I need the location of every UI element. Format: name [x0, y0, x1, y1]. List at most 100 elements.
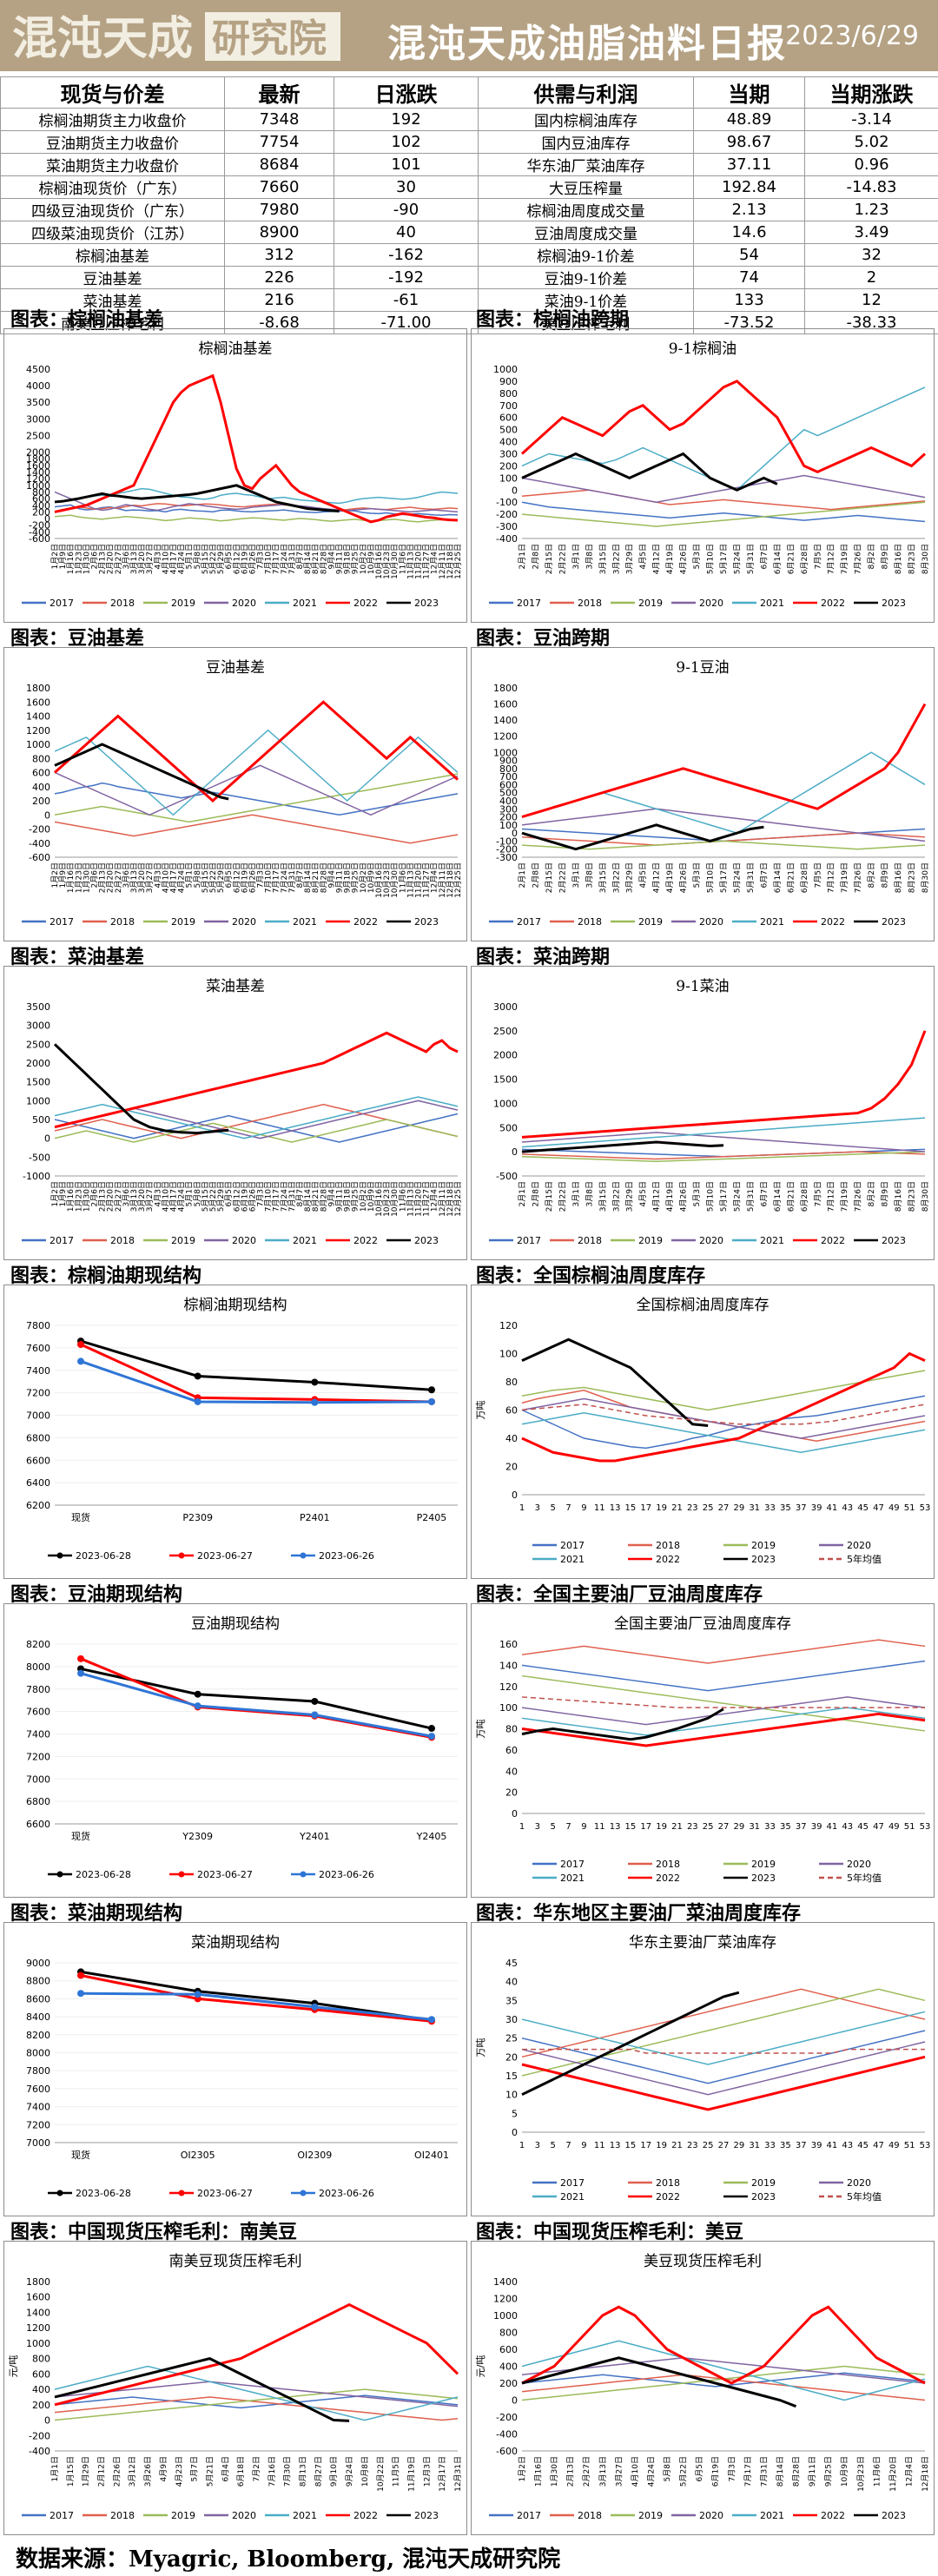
- table-cell: 7980: [224, 198, 334, 221]
- y-tick-label: 1500: [493, 1074, 518, 1086]
- x-tick-label: 7月31日: [287, 1181, 297, 1212]
- y-tick-label: 20: [505, 1787, 518, 1799]
- x-tick-label: 3月26日: [143, 2456, 153, 2487]
- legend-entry: 2019: [638, 2510, 663, 2521]
- series-line: [521, 1140, 724, 1153]
- x-tick-label: 3月20日: [137, 544, 147, 574]
- y-tick-label: 100: [499, 1349, 518, 1360]
- y-tick-label: 6200: [26, 1500, 50, 1511]
- x-tick-label: 6月26日: [248, 544, 257, 574]
- chart-section-title: 图表：中国现货压榨毛利：美豆: [476, 2221, 744, 2243]
- x-tick-label: 10月2日: [359, 544, 368, 574]
- table-cell: 98.67: [693, 130, 805, 154]
- x-tick-label: 7月3日: [256, 862, 266, 888]
- x-tick-label: 6月26日: [248, 1181, 257, 1212]
- series-line: [521, 1351, 926, 1463]
- y-tick-label: 1200: [493, 731, 518, 743]
- y-tick-label: 200: [32, 2400, 50, 2411]
- x-tick-label: 11: [594, 2141, 605, 2150]
- header-banner: 混沌天成 研究院 混沌天成油脂油料日报 2023/6/29: [0, 0, 938, 71]
- series-line: [521, 1707, 926, 1736]
- chart-svg: 菜油基差 -1000 -500 0 500 1000 1500 2000 2500 3000 350…: [22, 978, 463, 1246]
- series-line: [521, 501, 926, 523]
- x-tick-label: 6月14日: [773, 1181, 783, 1212]
- x-tick-label: 3月29日: [625, 862, 635, 893]
- legend-entry: 2021: [560, 1873, 585, 1884]
- y-tick-label: 1200: [26, 725, 50, 736]
- x-tick-label: 1: [519, 1822, 525, 1832]
- x-tick-label: 1月23日: [74, 1181, 83, 1212]
- x-tick-label: OI2305: [181, 2150, 215, 2161]
- series-line: [54, 484, 340, 513]
- series-line: [54, 1100, 459, 1139]
- x-tick-label: 4月26日: [679, 862, 689, 893]
- x-tick-label: 6月26日: [248, 862, 257, 893]
- x-tick-label: 25: [703, 1503, 714, 1513]
- x-tick-label: 5月1日: [185, 862, 195, 888]
- x-tick-label: 9月25日: [351, 862, 360, 893]
- x-tick-label: 9月4日: [327, 1181, 336, 1206]
- data-point: [194, 1702, 201, 1710]
- x-tick-label: 8月13日: [299, 2456, 308, 2487]
- x-tick-label: 8月23日: [908, 544, 917, 574]
- x-tick-label: 8月9日: [881, 544, 890, 569]
- y-tick-label: -200: [29, 520, 50, 532]
- series-line: [80, 1672, 433, 1738]
- x-tick-label: 2月13日: [98, 862, 108, 893]
- x-tick-label: 27: [718, 1822, 730, 1832]
- y-tick-label: -400: [29, 2446, 50, 2457]
- x-tick-label: 2月13日: [98, 544, 108, 574]
- table-cell: 5.02: [804, 130, 938, 154]
- x-tick-label: 29: [733, 1503, 744, 1513]
- x-tick-label: 5月24日: [732, 544, 742, 574]
- legend-entry: 2019: [751, 2177, 776, 2189]
- data-point: [77, 1990, 84, 1998]
- x-tick-label: 23: [687, 1822, 698, 1832]
- y-tick-label: 500: [499, 788, 518, 799]
- legend-entry: 2021: [293, 916, 317, 928]
- x-tick-label: 8月30日: [921, 862, 930, 893]
- x-tick-label: 12月25日: [453, 544, 463, 579]
- y-tick-label: 10: [505, 2090, 518, 2101]
- x-tick-label: 1月30日: [82, 1181, 91, 1212]
- table-cell: -73.52: [693, 311, 805, 334]
- x-tick-label: 1月15日: [66, 2456, 76, 2487]
- chart-panel: 棕榈油期现结构 6200 6400 6600 6800 7000 7200 7400 7600 7…: [3, 1285, 467, 1579]
- series-line: [521, 1395, 926, 1450]
- table-cell: -90: [334, 198, 479, 221]
- x-tick-label: 6月28日: [800, 1181, 809, 1212]
- y-tick-label: -400: [496, 2429, 518, 2441]
- x-tick-label: Y2309: [182, 1831, 213, 1842]
- series-line: [521, 2030, 926, 2084]
- x-tick-label: 6月12日: [232, 1181, 241, 1212]
- x-tick-label: 6月14日: [773, 544, 783, 574]
- table-row: 菜油基差 216 -61 菜油9-1价差 133 12: [0, 288, 938, 312]
- series-line: [521, 1151, 926, 1163]
- x-tick-label: 15: [625, 1822, 637, 1832]
- x-tick-label: 5: [551, 2141, 556, 2150]
- svg-text:研究院: 研究院: [212, 17, 327, 61]
- y-tick-label: 8400: [26, 2011, 50, 2023]
- x-tick-label: 12月11日: [438, 862, 447, 898]
- x-tick-label: 9月25日: [351, 1181, 360, 1212]
- chart-title: 9-1棕榈油: [669, 340, 737, 358]
- x-tick-label: 8月2日: [867, 862, 876, 888]
- y-tick-label: 1600: [26, 2292, 50, 2303]
- series-line: [54, 729, 459, 816]
- table-row: 四级豆油现货价（广东） 7980 -90 棕榈油周度成交量 2.13 1.23: [0, 198, 938, 221]
- legend-entry: 2017: [560, 2177, 585, 2189]
- data-point: [194, 1372, 201, 1380]
- table-cell: 菜油期货主力收盘价: [0, 153, 225, 176]
- x-tick-label: 1月29日: [82, 2456, 91, 2487]
- x-tick-label: 11月6日: [398, 1181, 407, 1212]
- legend-entry: 2019: [171, 916, 195, 928]
- series-line: [521, 1151, 926, 1160]
- y-tick-label: -1000: [23, 1171, 50, 1182]
- x-tick-label: 25: [703, 1822, 714, 1832]
- x-tick-label: 12月4日: [904, 2456, 914, 2487]
- x-tick-label: 6月18日: [236, 2456, 246, 2487]
- legend-entry: 2023: [751, 1554, 776, 1565]
- legend-entry: 2020: [232, 916, 256, 928]
- x-tick-label: 5月1日: [185, 1181, 195, 1206]
- x-tick-label: 7月12日: [827, 1181, 836, 1212]
